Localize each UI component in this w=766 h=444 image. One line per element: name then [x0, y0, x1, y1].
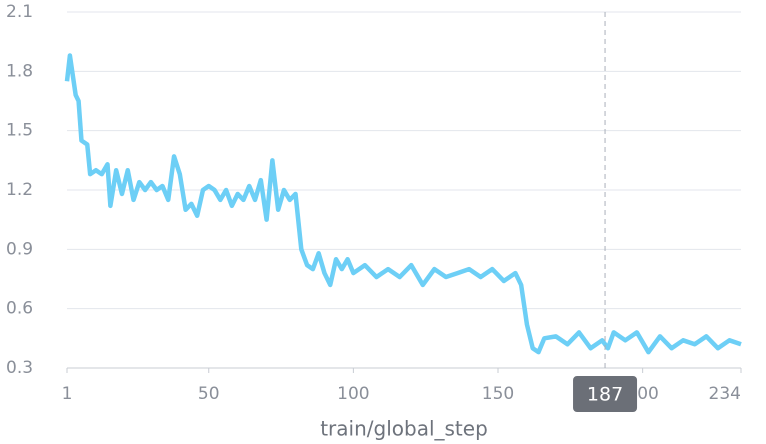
y-tick-label: 2.1	[6, 2, 33, 22]
x-tick-label: 150	[482, 384, 514, 404]
x-tick-label: 100	[337, 384, 369, 404]
line-series	[64, 53, 742, 355]
x-tick-label: 50	[198, 384, 220, 404]
y-tick-label: 1.2	[6, 180, 33, 200]
x-tick-label: 234	[709, 384, 741, 404]
x-axis-label: train/global_step	[320, 417, 488, 441]
y-tick-label: 0.6	[6, 299, 33, 319]
y-tick-label: 0.3	[6, 358, 33, 378]
y-tick-label: 1.5	[6, 121, 33, 141]
y-tick-label: 1.8	[6, 61, 33, 81]
hover-tooltip-label: 187	[587, 384, 623, 406]
y-tick-label: 0.9	[6, 239, 33, 259]
x-tick-label: 1	[62, 384, 73, 404]
hover-tooltip	[573, 376, 638, 412]
